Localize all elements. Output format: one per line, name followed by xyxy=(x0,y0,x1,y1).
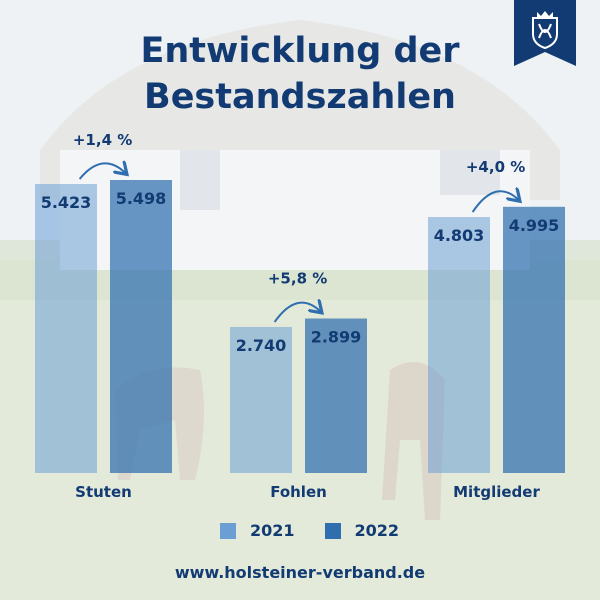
category-label-stuten: Stuten xyxy=(75,483,132,501)
legend-label-2021: 2021 xyxy=(250,521,295,540)
website-link[interactable]: www.holsteiner-verband.de xyxy=(174,563,426,582)
page-title: Entwicklung der Bestandszahlen xyxy=(0,28,600,120)
bar-mitglieder-2021 xyxy=(428,217,490,473)
change-label-stuten: +1,4 % xyxy=(73,131,132,149)
value-label-stuten-2021: 5.423 xyxy=(41,193,92,212)
bar-stuten-2021 xyxy=(35,183,97,474)
change-arrow-stuten xyxy=(78,163,126,180)
holsteiner-crest-icon xyxy=(514,0,576,66)
title-line-2: Bestandszahlen xyxy=(144,77,456,117)
category-label-mitglieder: Mitglieder xyxy=(453,483,540,501)
bar-stuten-2022 xyxy=(110,180,172,473)
legend-swatch-2021 xyxy=(220,522,236,539)
value-label-fohlen-2022: 2.899 xyxy=(311,328,362,347)
value-label-mitglieder-2022: 4.995 xyxy=(509,216,560,235)
value-label-fohlen-2021: 2.740 xyxy=(236,336,287,355)
category-label-fohlen: Fohlen xyxy=(270,483,327,501)
change-label-fohlen: +5,8 % xyxy=(268,270,327,288)
change-label-mitglieder: +4,0 % xyxy=(466,158,525,176)
bar-mitglieder-2022 xyxy=(503,206,565,474)
value-label-mitglieder-2021: 4.803 xyxy=(434,226,485,245)
legend-label-2022: 2022 xyxy=(354,521,400,540)
bar-fohlen-2022 xyxy=(305,318,367,473)
title-line-1: Entwicklung der xyxy=(140,31,460,71)
change-arrow-fohlen xyxy=(273,303,321,323)
legend-item-2021: 2021 xyxy=(220,521,295,540)
chart-legend: 2021 2022 xyxy=(220,521,429,540)
legend-swatch-2022 xyxy=(324,522,341,539)
bar-fohlen-2021 xyxy=(230,326,292,473)
value-label-stuten-2022: 5.498 xyxy=(116,189,167,208)
legend-item-2022: 2022 xyxy=(324,521,400,540)
change-arrow-mitglieder xyxy=(471,191,519,213)
